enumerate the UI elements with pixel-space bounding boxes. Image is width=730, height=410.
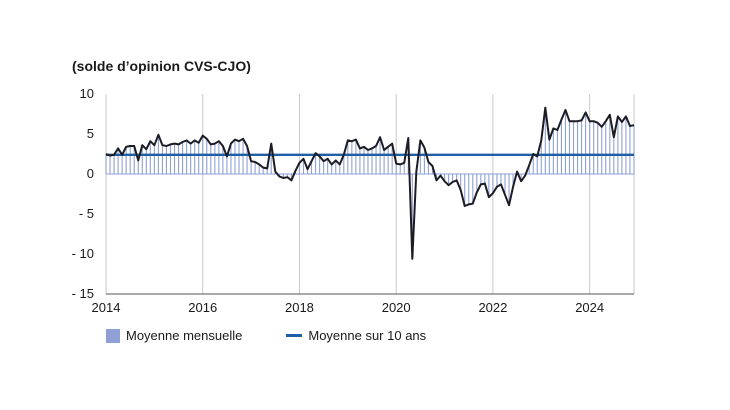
chart-subtitle: (solde d’opinion CVS-CJO): [72, 58, 251, 74]
legend-line-swatch: [286, 334, 303, 337]
monthly-bars: [105, 107, 635, 259]
x-axis-ticks: 2014 2016 2018 2020 2022 2024: [92, 300, 605, 315]
vertical-grid: [105, 94, 635, 294]
legend-label-monthly: Moyenne mensuelle: [126, 328, 243, 343]
x-tick-label: 2016: [188, 300, 217, 315]
y-tick-label: 0: [87, 166, 94, 181]
legend-label-average: Moyenne sur 10 ans: [308, 328, 427, 343]
y-tick-label: 10: [80, 86, 94, 101]
legend-item-monthly: Moyenne mensuelle: [106, 328, 242, 343]
x-tick-label: 2018: [285, 300, 314, 315]
y-tick-label: - 10: [72, 246, 94, 261]
y-axis-ticks: 10 5 0 - 5 - 10 - 15: [72, 86, 94, 301]
x-tick-label: 2024: [575, 300, 604, 315]
monthly-average-line: [105, 106, 635, 260]
x-tick-label: 2022: [478, 300, 507, 315]
legend-item-average: Moyenne sur 10 ans: [286, 328, 426, 343]
x-tick-label: 2020: [382, 300, 411, 315]
y-tick-label: - 5: [79, 206, 94, 221]
x-tick-label: 2014: [92, 300, 121, 315]
y-tick-label: 5: [87, 126, 94, 141]
y-tick-label: - 15: [72, 286, 94, 301]
legend: Moyenne mensuelle Moyenne sur 10 ans: [106, 328, 470, 343]
legend-bar-swatch: [106, 328, 120, 343]
